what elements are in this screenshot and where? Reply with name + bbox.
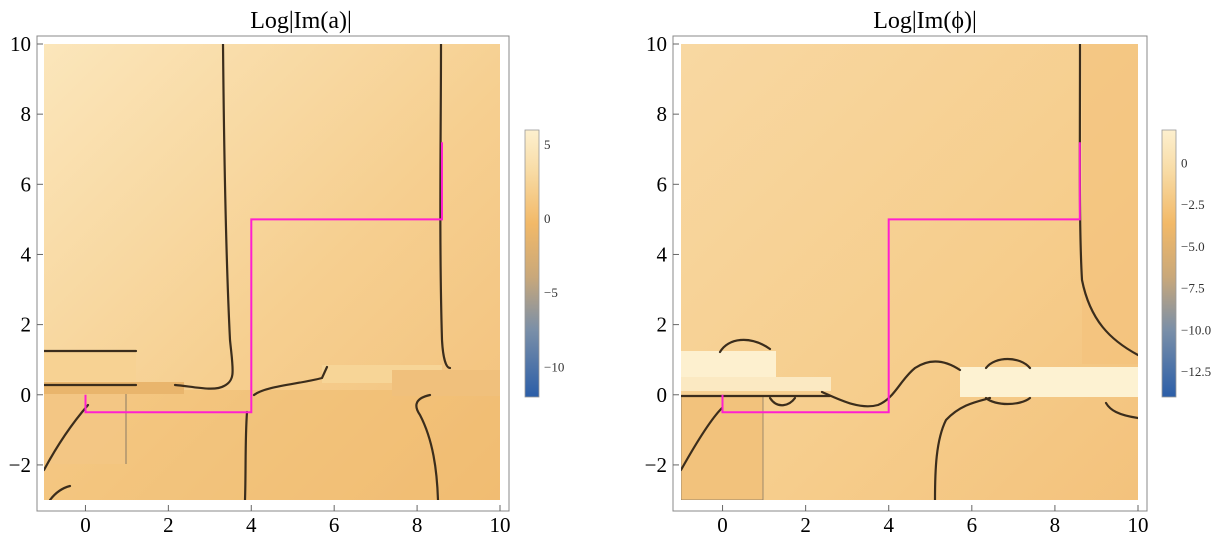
tick-marks — [673, 43, 1139, 511]
x-tick-label: 10 — [1128, 513, 1149, 536]
y-tick-label: 10 — [10, 32, 31, 56]
panel-left: Log|Im(a)| — [9, 8, 565, 536]
colorbar-tick-label: −5.0 — [1181, 239, 1205, 254]
colorbar-tick-label: −7.5 — [1181, 281, 1205, 296]
colorbar-tick-label: −12.5 — [1181, 364, 1211, 379]
plot-frame — [672, 35, 1148, 512]
heatmap-field — [44, 44, 500, 500]
x-tick-label: 8 — [1050, 513, 1061, 536]
x-tick-label: 10 — [490, 513, 511, 536]
colorbar-tick-label: 5 — [544, 137, 551, 152]
y-tick-label: 6 — [21, 172, 32, 196]
y-axis: −2 0 2 4 6 8 10 — [645, 32, 668, 477]
y-tick-label: 8 — [21, 102, 32, 126]
y-axis: −2 0 2 4 6 8 10 — [9, 32, 32, 477]
y-tick-label: 2 — [657, 313, 668, 337]
y-tick-label: 0 — [657, 383, 668, 407]
y-tick-label: 2 — [21, 313, 32, 337]
chart-title: Log|Im(a)| — [250, 8, 352, 34]
colorbar-tick-label: −5 — [544, 285, 558, 300]
x-tick-label: 0 — [80, 513, 91, 536]
y-tick-label: −2 — [9, 453, 31, 477]
x-tick-label: 6 — [967, 513, 978, 536]
x-axis: 0 2 4 6 8 10 — [717, 513, 1148, 536]
x-axis: 0 2 4 6 8 10 — [80, 513, 510, 536]
tick-marks — [37, 43, 501, 511]
integration-contour — [721, 142, 1081, 414]
plot-frame — [36, 35, 510, 512]
panel-right: Log|Im(ϕ)| 0 — [645, 8, 1211, 536]
y-tick-label: −2 — [645, 453, 667, 477]
colorbar-gradient — [1161, 129, 1177, 398]
y-tick-label: 6 — [657, 172, 668, 196]
y-tick-label: 8 — [657, 102, 668, 126]
x-tick-label: 4 — [246, 513, 257, 536]
x-tick-label: 4 — [883, 513, 894, 536]
colorbar-tick-label: −10.0 — [1181, 322, 1211, 337]
colorbar-tick-label: −2.5 — [1181, 197, 1205, 212]
integration-contour — [84, 142, 443, 414]
colorbar: 5 0 −5 −10 — [524, 129, 564, 398]
colorbar-tick-label: 0 — [1181, 155, 1188, 170]
x-tick-label: 2 — [163, 513, 174, 536]
y-tick-label: 0 — [21, 383, 32, 407]
chart-title: Log|Im(ϕ)| — [873, 8, 977, 34]
colorbar-gradient — [524, 129, 540, 398]
x-tick-label: 6 — [329, 513, 340, 536]
y-tick-label: 4 — [21, 242, 32, 266]
colorbar-tick-label: 0 — [544, 211, 551, 226]
x-tick-label: 8 — [412, 513, 423, 536]
y-tick-label: 10 — [646, 32, 667, 56]
y-tick-label: 4 — [657, 242, 668, 266]
colorbar-tick-label: −10 — [544, 359, 564, 374]
heatmap-field — [681, 44, 1138, 500]
x-tick-label: 2 — [800, 513, 811, 536]
colorbar: 0 −2.5 −5.0 −7.5 −10.0 −12.5 — [1161, 129, 1211, 398]
x-tick-label: 0 — [717, 513, 728, 536]
